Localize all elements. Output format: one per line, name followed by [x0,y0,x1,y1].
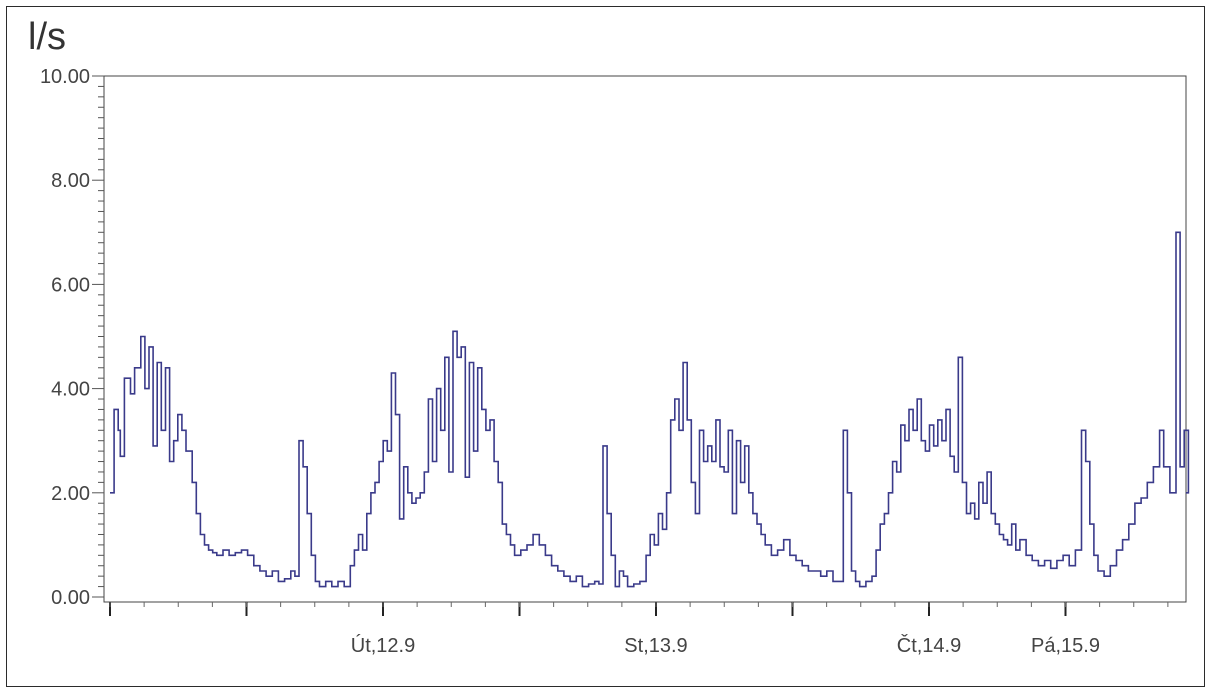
y-tick-label: 10.00 [40,66,90,88]
x-axis: Út,12.9 St,13.9 Čt,14.9 Pá,15.9 [104,601,1186,657]
x-tick-label: Čt,14.9 [897,634,961,657]
y-tick-label: 8.00 [51,170,90,192]
plot-area [103,75,1187,603]
x-tick-label: Út,12.9 [351,634,415,657]
y-tick-label: 6.00 [51,274,90,296]
x-tick-label: St,13.9 [624,635,687,657]
y-tick-label: 2.00 [51,483,90,505]
flow-series-line [110,231,1190,588]
x-tick-label: Pá,15.9 [1031,635,1100,657]
y-axis-unit-label: l/s [28,16,66,58]
y-tick-label: 4.00 [51,379,90,401]
series-group [110,231,1190,588]
y-tick-label: 0.00 [51,587,90,609]
y-axis: 0.00 2.00 4.00 6.00 8.00 10.00 [40,66,104,609]
